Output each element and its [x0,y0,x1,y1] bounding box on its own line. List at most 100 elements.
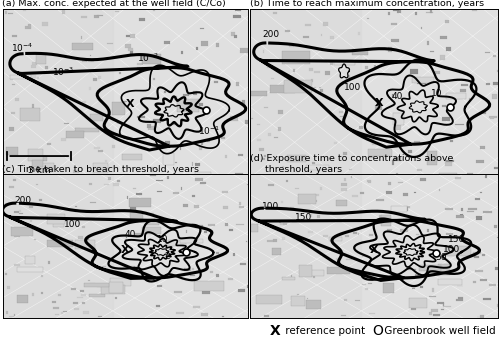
Bar [127,196,128,199]
Bar [164,41,170,44]
Bar [282,166,284,168]
Bar [80,16,86,18]
Bar [28,24,32,28]
Bar [196,179,202,181]
Text: Greenbrook well field: Greenbrook well field [381,326,496,336]
Bar [236,82,239,86]
Text: O: O [372,324,384,338]
Bar [30,220,32,222]
Bar [484,211,492,213]
Bar [24,9,26,11]
Bar [460,84,468,86]
Bar [230,116,238,121]
Bar [443,306,452,307]
Bar [32,62,37,65]
Bar [336,200,347,206]
Bar [367,18,370,19]
Bar [430,10,432,13]
Bar [330,187,332,191]
Bar [404,190,407,194]
Bar [71,288,76,290]
Bar [394,157,401,161]
Bar [480,278,487,281]
Bar [147,123,152,128]
Bar [306,298,308,299]
Bar [381,215,391,226]
Bar [379,215,382,218]
Bar [430,295,436,298]
Bar [84,261,89,262]
Bar [98,76,101,79]
Bar [48,143,51,145]
Bar [130,207,136,210]
Bar [90,202,96,203]
Bar [374,65,376,68]
Bar [4,274,7,275]
Bar [86,238,90,240]
Bar [32,160,44,167]
Bar [278,127,280,131]
Bar [200,146,202,150]
Text: X: X [270,324,281,338]
Bar [17,295,28,303]
Bar [468,256,476,257]
Bar [330,63,334,65]
Bar [411,222,414,225]
Bar [8,316,14,317]
Bar [391,39,398,42]
Bar [383,283,394,293]
Bar [305,24,311,26]
Bar [351,176,352,178]
Bar [61,312,64,314]
Bar [32,75,36,78]
Bar [20,210,21,212]
Bar [267,240,274,242]
Bar [181,187,182,190]
Text: 50: 50 [436,253,447,262]
Bar [474,256,478,258]
Bar [290,207,294,209]
Bar [391,23,397,25]
Bar [486,83,490,85]
Bar [220,137,224,139]
Bar [38,54,42,55]
Bar [287,155,306,162]
Bar [368,156,374,158]
Bar [460,89,466,92]
Bar [256,295,282,304]
Bar [338,192,356,198]
Bar [222,191,228,193]
Bar [238,289,245,292]
Bar [482,254,485,255]
Text: 40: 40 [391,92,402,101]
Bar [368,181,372,183]
Bar [10,196,15,198]
Bar [123,110,125,112]
Bar [450,141,452,142]
Bar [225,155,228,158]
Bar [330,221,336,222]
Bar [369,234,374,236]
Bar [124,101,127,102]
Bar [451,236,460,238]
Bar [456,97,460,99]
Bar [476,216,482,220]
Bar [195,162,200,166]
Bar [341,315,346,316]
Bar [294,69,295,72]
Bar [230,32,235,36]
Bar [262,221,268,222]
Bar [160,195,166,200]
Bar [454,176,460,179]
Bar [250,118,253,119]
Bar [165,141,170,144]
Bar [104,184,109,185]
Bar [190,275,194,276]
Bar [442,303,444,307]
Bar [36,54,46,64]
Bar [446,160,454,162]
Bar [130,212,143,220]
Bar [129,198,150,208]
Bar [480,146,485,149]
Bar [133,188,136,189]
